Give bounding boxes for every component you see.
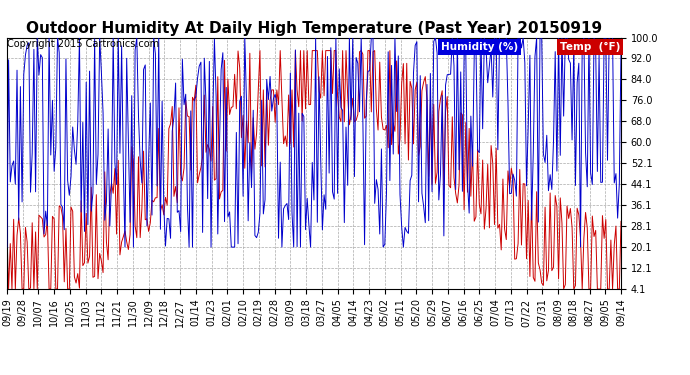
- Text: Copyright 2015 Cartronics.com: Copyright 2015 Cartronics.com: [7, 39, 159, 49]
- Text: Humidity (%): Humidity (%): [441, 42, 518, 52]
- Text: Temp  (°F): Temp (°F): [560, 42, 620, 52]
- Title: Outdoor Humidity At Daily High Temperature (Past Year) 20150919: Outdoor Humidity At Daily High Temperatu…: [26, 21, 602, 36]
